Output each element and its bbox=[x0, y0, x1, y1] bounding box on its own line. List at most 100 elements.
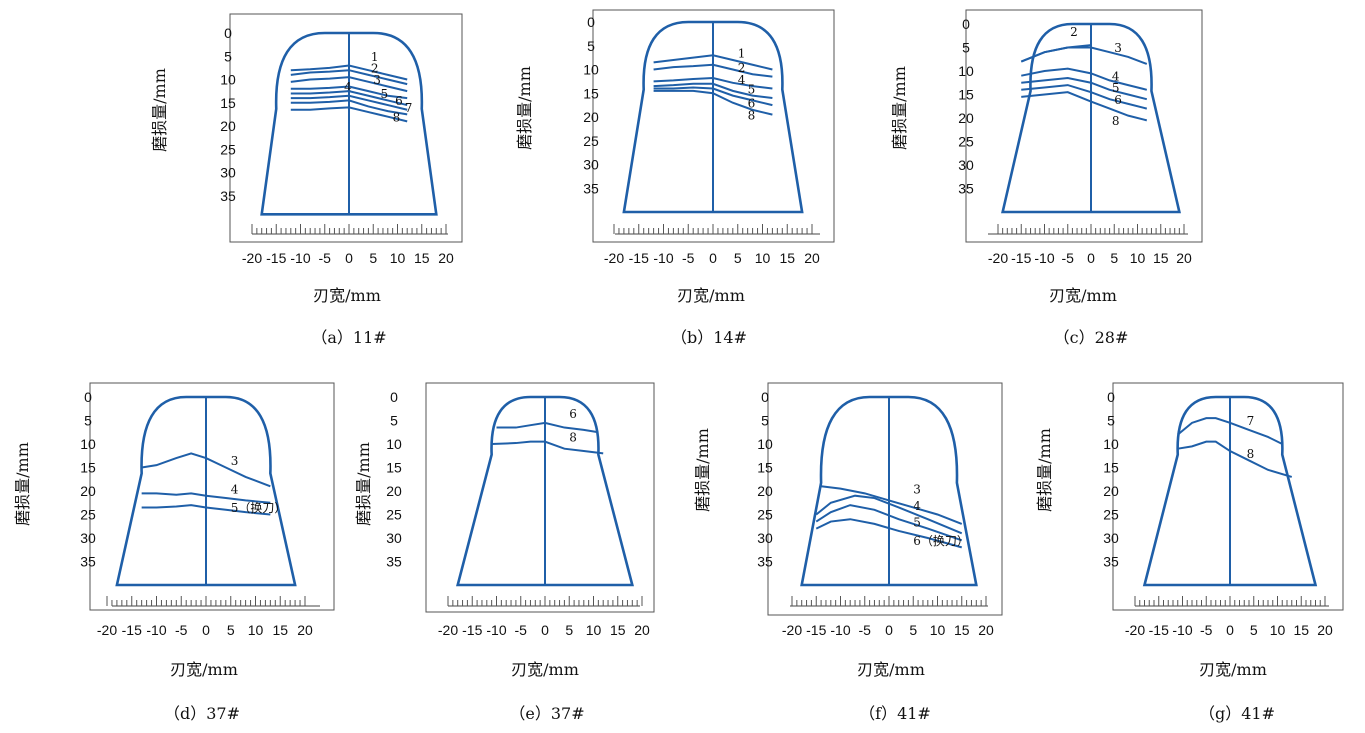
curve-label: 8 bbox=[748, 108, 756, 122]
y-tick-label: 5 bbox=[1107, 413, 1115, 429]
curve-label: 4 bbox=[1112, 69, 1120, 83]
y-tick-label: 25 bbox=[958, 134, 974, 150]
y-axis-title: 磨损量/mm bbox=[693, 428, 712, 512]
y-axis-title: 磨损量/mm bbox=[1035, 428, 1054, 512]
wear-curve-5 bbox=[653, 82, 773, 99]
y-tick-label: 15 bbox=[220, 95, 236, 111]
x-tick-label: 10 bbox=[930, 622, 946, 638]
curve-label: 5 bbox=[381, 87, 389, 101]
panel-caption: （a）11# bbox=[311, 328, 386, 347]
x-tick-label: 0 bbox=[1226, 622, 1234, 638]
x-tick-label: 15 bbox=[272, 622, 288, 638]
y-tick-label: 5 bbox=[761, 413, 769, 429]
x-tick-label: 5 bbox=[565, 622, 573, 638]
y-tick-label: 30 bbox=[757, 530, 773, 546]
wear-curve-6（换刀） bbox=[815, 518, 963, 549]
curve-label: 5 bbox=[748, 82, 756, 96]
x-tick-label: -5 bbox=[859, 622, 872, 638]
y-axis-title: 磨损量/mm bbox=[150, 68, 169, 152]
x-tick-label: 10 bbox=[248, 622, 264, 638]
wear-curve-8 bbox=[653, 89, 773, 116]
y-tick-label: 35 bbox=[757, 554, 773, 570]
x-tick-label: -15 bbox=[806, 622, 826, 638]
y-tick-label: 0 bbox=[1107, 389, 1115, 405]
x-tick-label: 20 bbox=[1176, 250, 1192, 266]
x-tick-label: 0 bbox=[709, 250, 717, 266]
x-tick-label: -5 bbox=[319, 250, 332, 266]
x-tick-label: 20 bbox=[634, 622, 650, 638]
y-tick-label: 0 bbox=[962, 16, 970, 32]
y-tick-label: 35 bbox=[220, 188, 236, 204]
x-tick-label: 0 bbox=[885, 622, 893, 638]
x-tick-label: -15 bbox=[1149, 622, 1169, 638]
blade-outline bbox=[622, 20, 804, 214]
curve-label: 2 bbox=[371, 62, 379, 76]
x-tick-label: -15 bbox=[462, 622, 482, 638]
wear-curve-4 bbox=[290, 85, 408, 100]
blade-outline bbox=[115, 395, 297, 587]
x-tick-label: 5 bbox=[369, 250, 377, 266]
y-tick-label: 5 bbox=[587, 38, 595, 54]
x-tick-label: 15 bbox=[954, 622, 970, 638]
panel-caption: （d）37# bbox=[164, 704, 240, 723]
x-tick-label: 20 bbox=[1317, 622, 1333, 638]
x-axis-title: 刃宽/mm bbox=[677, 286, 745, 305]
y-tick-label: 0 bbox=[224, 25, 232, 41]
y-tick-label: 25 bbox=[1103, 507, 1119, 523]
curve-label: 6 bbox=[569, 407, 577, 421]
curve-label: 6（换刀） bbox=[913, 534, 969, 548]
x-tick-label: -15 bbox=[1011, 250, 1031, 266]
y-tick-label: 5 bbox=[224, 48, 232, 64]
wear-curve-7 bbox=[290, 99, 408, 116]
y-tick-label: 15 bbox=[80, 460, 96, 476]
wear-curve-3 bbox=[820, 485, 963, 525]
blade-outline bbox=[456, 395, 634, 587]
x-tick-label: -20 bbox=[1125, 622, 1145, 638]
x-tick-label: -15 bbox=[629, 250, 649, 266]
wear-curve-7 bbox=[1177, 417, 1283, 445]
wear-curve-8 bbox=[290, 106, 408, 123]
y-tick-label: 0 bbox=[390, 389, 398, 405]
x-tick-label: -15 bbox=[266, 250, 286, 266]
x-tick-label: 10 bbox=[1270, 622, 1286, 638]
y-axis-title: 磨损量/mm bbox=[13, 442, 32, 526]
wear-curve-6 bbox=[653, 86, 773, 107]
y-tick-label: 20 bbox=[80, 483, 96, 499]
y-axis-title: 磨损量/mm bbox=[515, 66, 534, 150]
y-tick-label: 25 bbox=[386, 507, 402, 523]
x-tick-label: 15 bbox=[610, 622, 626, 638]
wear-curve-3 bbox=[1020, 46, 1148, 65]
x-axis-title: 刃宽/mm bbox=[1049, 286, 1117, 305]
x-tick-label: 5 bbox=[227, 622, 235, 638]
y-tick-label: 10 bbox=[220, 72, 236, 88]
y-tick-label: 5 bbox=[84, 413, 92, 429]
y-axis-title: 磨损量/mm bbox=[890, 66, 909, 150]
wear-curve-8 bbox=[1177, 440, 1293, 478]
x-tick-label: -10 bbox=[653, 250, 673, 266]
y-tick-label: 0 bbox=[84, 389, 92, 405]
curve-label: 8 bbox=[1112, 114, 1120, 128]
curve-label: 8 bbox=[393, 110, 401, 124]
x-tick-label: -20 bbox=[604, 250, 624, 266]
blade-outline bbox=[1001, 22, 1181, 214]
plot-frame bbox=[965, 9, 1203, 243]
plot-frame bbox=[229, 13, 463, 243]
wear-curve-3 bbox=[141, 452, 271, 488]
plot-frame bbox=[89, 382, 335, 611]
x-tick-label: 0 bbox=[345, 250, 353, 266]
curve-label: 6 bbox=[748, 97, 756, 111]
blade-outline bbox=[260, 31, 438, 216]
curve-label: 6 bbox=[1114, 93, 1122, 107]
x-tick-label: 10 bbox=[755, 250, 771, 266]
x-tick-label: 20 bbox=[297, 622, 313, 638]
x-tick-label: 15 bbox=[1293, 622, 1309, 638]
x-axis-title: 刃宽/mm bbox=[313, 286, 381, 305]
x-tick-label: -10 bbox=[1172, 622, 1192, 638]
curve-label: 8 bbox=[569, 431, 577, 445]
plot-frame bbox=[1112, 382, 1344, 611]
wear-curve-4 bbox=[1021, 67, 1148, 91]
x-tick-label: -10 bbox=[486, 622, 506, 638]
x-tick-label: 15 bbox=[779, 250, 795, 266]
curve-label: 3 bbox=[1114, 41, 1122, 55]
